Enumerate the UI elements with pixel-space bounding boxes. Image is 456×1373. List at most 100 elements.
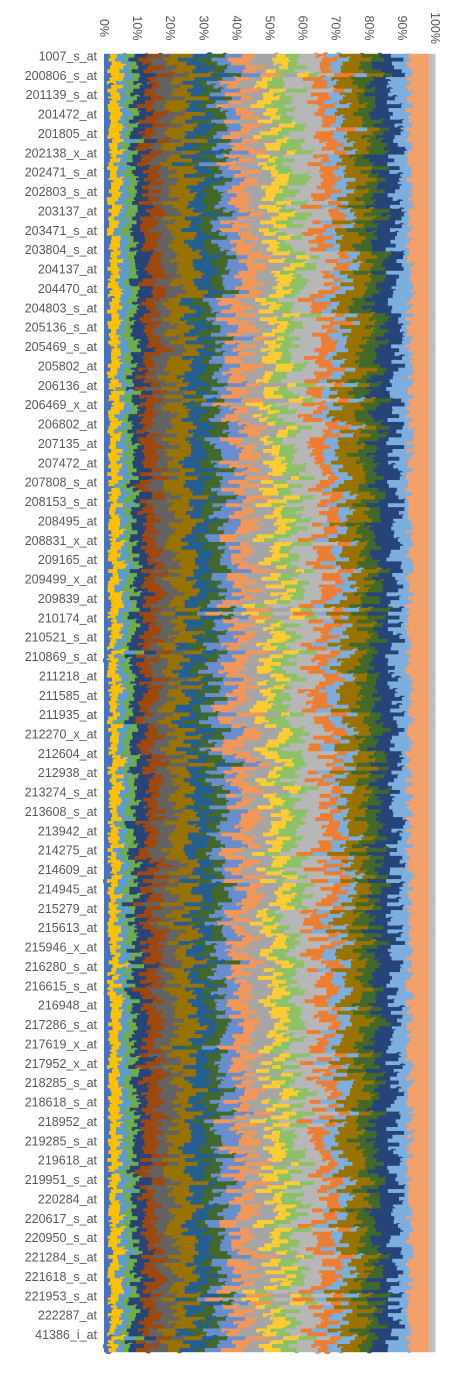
bar-segment <box>124 53 135 59</box>
bar-segment <box>357 84 367 90</box>
bar-segment <box>176 65 196 70</box>
bar-segment <box>374 100 388 105</box>
bar-segment <box>259 131 279 136</box>
bar-segment <box>191 115 213 121</box>
bar-segment <box>403 57 411 62</box>
bar-segment <box>275 166 292 171</box>
bar-segment <box>428 201 436 206</box>
bar-segment <box>410 92 430 97</box>
bar-segment <box>128 57 139 62</box>
bar-segment <box>169 154 181 159</box>
bar-segment <box>244 65 265 70</box>
bar-segment <box>151 61 167 66</box>
bar-segment <box>407 212 430 217</box>
bar-segment <box>411 146 430 152</box>
bar-segment <box>193 119 212 124</box>
bar-segment <box>186 100 204 105</box>
bar-segment <box>110 119 119 124</box>
bar-segment <box>352 321 361 326</box>
bar-segment <box>395 220 409 225</box>
bar-segment <box>235 204 247 210</box>
bar-segment <box>104 131 110 136</box>
bar-segment <box>320 220 333 225</box>
bar-segment <box>104 410 109 415</box>
bar-segment <box>104 88 108 93</box>
bar-segment <box>261 197 275 202</box>
bar-segment <box>108 526 120 531</box>
bar-segment <box>336 108 359 113</box>
bar-segment <box>248 131 261 136</box>
bar-segment <box>169 123 183 128</box>
bar-segment <box>111 84 124 90</box>
bar-segment <box>224 359 245 365</box>
bar-segment <box>428 69 436 74</box>
bar-segment <box>104 193 112 198</box>
bar-segment <box>218 166 229 171</box>
bar-segment <box>413 565 430 570</box>
bar-segment <box>233 119 259 124</box>
bar-segment <box>271 181 288 186</box>
bar-segment <box>238 452 261 458</box>
bar-segment <box>104 557 109 562</box>
bar-segment <box>172 247 193 252</box>
bar-segment <box>168 507 194 512</box>
bar-segment <box>365 204 391 210</box>
bar-segment <box>291 278 309 283</box>
bar-segment <box>428 166 436 171</box>
bar-segment <box>396 580 410 586</box>
bar-segment <box>139 503 147 508</box>
bar-segment <box>241 449 253 454</box>
bar-segment <box>361 499 380 504</box>
bar-segment <box>109 100 118 105</box>
bar-segment <box>284 104 319 109</box>
bar-segment <box>302 77 324 82</box>
bar-segment <box>184 390 197 396</box>
bar-segment <box>193 394 204 400</box>
bar-segment <box>408 499 430 504</box>
bar-segment <box>166 452 191 458</box>
bar-segment <box>327 534 338 539</box>
bar-segment <box>163 208 178 214</box>
bar-segment <box>121 61 131 66</box>
bar-segment <box>228 545 250 551</box>
bar-segment <box>341 189 355 194</box>
bar-segment <box>329 212 345 217</box>
bar-segment <box>281 352 292 357</box>
bar-segment <box>407 162 430 167</box>
bar-segment <box>410 321 430 326</box>
bar-segment <box>150 309 158 314</box>
bar-segment <box>292 170 320 175</box>
bar-segment <box>159 166 169 171</box>
bar-segment <box>227 189 245 194</box>
bar-segment <box>367 286 377 291</box>
bar-segment <box>132 216 141 221</box>
bar-segment <box>185 534 195 539</box>
bar-segment <box>216 317 237 322</box>
bar-segment <box>125 80 134 86</box>
bar-segment <box>386 84 407 90</box>
bar-segment <box>174 115 193 121</box>
bar-segment <box>351 573 369 578</box>
bar-segment <box>244 472 269 477</box>
bar-segment <box>220 325 239 330</box>
bar-segment <box>120 522 127 527</box>
bar-segment <box>261 170 272 175</box>
bar-segment <box>166 61 187 66</box>
bar-segment <box>277 108 295 113</box>
bar-segment <box>376 177 386 183</box>
bar-segment <box>345 185 357 190</box>
bar-segment <box>226 263 247 268</box>
bar-segment <box>195 65 215 70</box>
bar-segment <box>225 53 243 59</box>
bar-segment <box>188 429 209 434</box>
bar-segment <box>167 538 182 543</box>
bar-segment <box>115 387 120 392</box>
bar-segment <box>365 104 377 109</box>
bar-segment <box>177 208 194 214</box>
bar-segment <box>239 394 265 400</box>
bar-segment <box>139 73 157 78</box>
bar-segment <box>107 557 118 562</box>
bar-segment <box>413 433 430 438</box>
bar-segment <box>385 177 400 183</box>
bar-segment <box>410 131 430 136</box>
